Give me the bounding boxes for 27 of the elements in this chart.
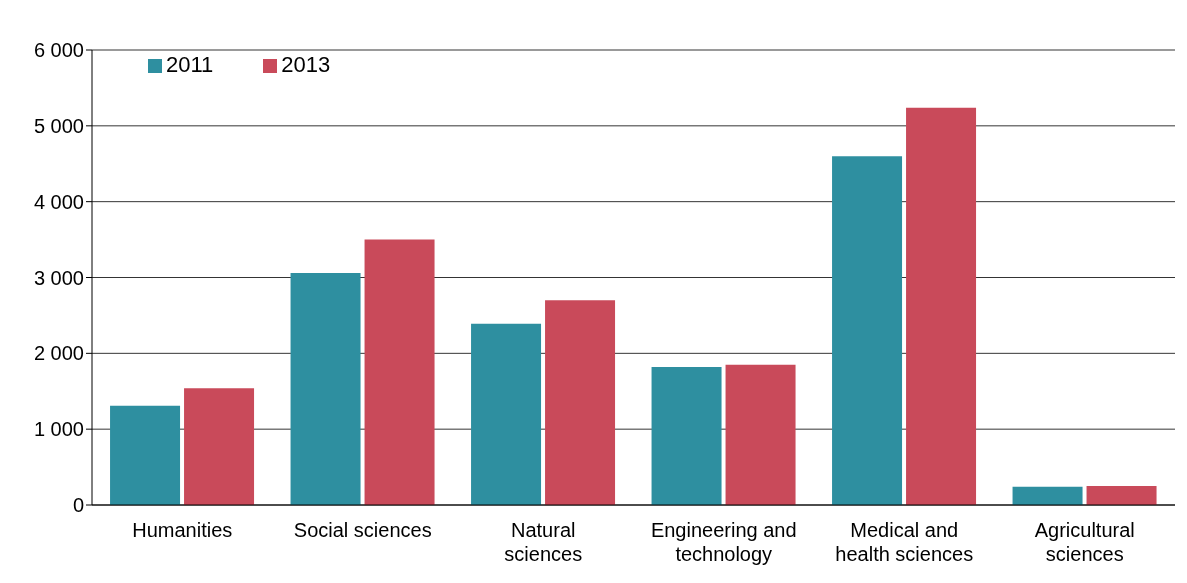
x-tick-label: Engineering and technology bbox=[650, 519, 797, 565]
bar bbox=[110, 405, 181, 505]
y-tick-label: 2 000 bbox=[33, 342, 84, 365]
y-tick-label: 6 000 bbox=[33, 39, 84, 62]
legend-label: 2013 bbox=[281, 52, 331, 77]
bar bbox=[1012, 486, 1083, 505]
bar bbox=[364, 239, 435, 505]
bar bbox=[184, 388, 255, 505]
y-tick-label: 3 000 bbox=[33, 266, 84, 289]
bar bbox=[545, 300, 616, 505]
bar bbox=[471, 323, 542, 505]
x-tick-label: Agricultural sciences bbox=[1034, 519, 1135, 565]
bar bbox=[290, 272, 361, 505]
y-tick-label: 1 000 bbox=[33, 418, 84, 441]
bar bbox=[906, 107, 977, 505]
x-tick-label: Natural sciences bbox=[504, 519, 583, 565]
x-tick-label: Medical and health sciences bbox=[835, 519, 974, 565]
bar bbox=[832, 156, 903, 505]
bar bbox=[1086, 486, 1157, 505]
x-tick-label: Humanities bbox=[132, 519, 233, 541]
bar bbox=[725, 364, 796, 505]
x-tick-label: Social sciences bbox=[293, 519, 432, 541]
y-tick-label: 4 000 bbox=[33, 190, 84, 213]
legend-label: 2011 bbox=[166, 52, 214, 77]
bar bbox=[651, 366, 722, 505]
y-tick-label: 0 bbox=[72, 494, 84, 517]
y-tick-label: 5 000 bbox=[33, 114, 84, 137]
